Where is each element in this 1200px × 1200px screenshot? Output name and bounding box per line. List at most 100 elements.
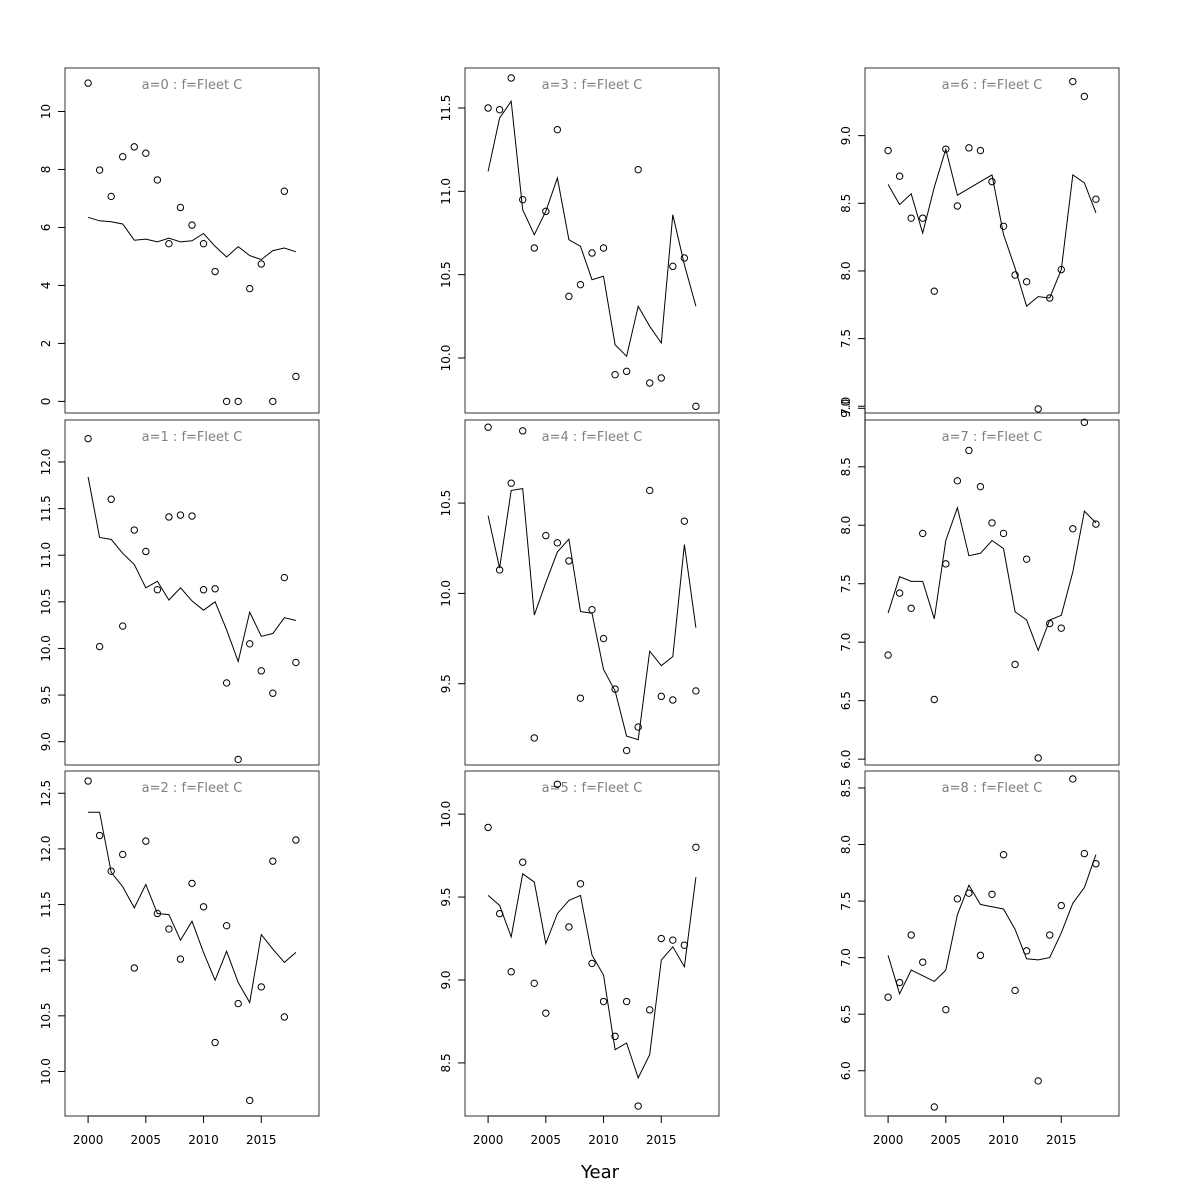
observed-point xyxy=(1046,619,1054,628)
y-axis: 9.5 10.0 10.5 xyxy=(439,490,466,693)
observed-point xyxy=(165,925,173,933)
observed-point xyxy=(165,513,173,521)
panel-2: a=2 : f=Fleet C 10.0 10.5 11.0 11.5 12.0 12.5 2… xyxy=(39,770,320,1147)
y-tick-label: 7.5 xyxy=(839,329,853,348)
y-tick-label: 6.5 xyxy=(839,1005,853,1024)
observed-point xyxy=(976,951,985,960)
y-tick-label: 2 xyxy=(39,340,53,348)
observed-point xyxy=(907,931,915,939)
x-tick-label: 2010 xyxy=(588,1133,619,1147)
observed-point xyxy=(234,397,242,406)
y-tick-label: 7.0 xyxy=(839,633,853,652)
y-tick-label: 10.5 xyxy=(439,490,453,517)
y-tick-label: 10 xyxy=(39,104,53,119)
observed-point xyxy=(95,831,104,840)
observed-point xyxy=(965,144,973,152)
observed-point xyxy=(1057,624,1065,632)
observed-point xyxy=(153,176,162,184)
observed-point xyxy=(246,640,254,648)
panel-1: a=1 : f=Fleet C 9.0 9.5 10.0 10.5 11.0 11.5 12.… xyxy=(39,419,320,766)
panel-title: a=1 : f=Fleet C xyxy=(142,430,243,445)
observed-point xyxy=(292,658,300,667)
y-tick-label: 4 xyxy=(39,282,53,290)
y-tick-label: 9.0 xyxy=(839,399,853,418)
observed-point xyxy=(565,292,573,301)
observed-point xyxy=(919,958,927,966)
y-tick-label: 11.0 xyxy=(39,542,53,569)
y-tick-label: 10.0 xyxy=(439,801,453,828)
observed-point xyxy=(153,909,162,918)
y-tick-label: 12.0 xyxy=(39,449,53,476)
observed-point xyxy=(1011,986,1019,995)
observed-point xyxy=(1092,195,1100,203)
observed-point xyxy=(965,889,973,897)
x-tick-label: 2015 xyxy=(646,1133,677,1147)
y-tick-label: 0 xyxy=(39,398,53,406)
observed-point xyxy=(1080,418,1089,427)
fitted-series-line xyxy=(487,99,697,358)
x-tick-label: 2015 xyxy=(1046,1133,1077,1147)
observed-point xyxy=(907,214,915,222)
observed-point xyxy=(611,1032,619,1041)
observed-point xyxy=(895,978,904,987)
observed-point xyxy=(657,374,665,382)
observed-point xyxy=(495,566,504,574)
x-axis: 2000 2005 2010 2015 xyxy=(873,1115,1077,1147)
observed-point xyxy=(519,427,527,435)
x-tick-label: 2000 xyxy=(873,1133,904,1147)
observed-point xyxy=(965,446,973,455)
observed-point xyxy=(142,149,150,157)
observed-point xyxy=(553,125,562,134)
observed-point xyxy=(188,221,196,229)
panel-title: a=2 : f=Fleet C xyxy=(142,781,243,796)
observed-point xyxy=(542,1009,550,1017)
observed-point xyxy=(507,967,515,976)
x-tick-label: 2005 xyxy=(931,1133,962,1147)
observed-point xyxy=(669,696,677,704)
observed-points xyxy=(84,79,300,406)
observed-point xyxy=(669,262,677,271)
y-tick-label: 10.5 xyxy=(439,261,453,288)
y-tick-label: 7.0 xyxy=(839,948,853,967)
observed-point xyxy=(519,195,527,204)
x-axis: 2000 2005 2010 2015 xyxy=(73,1115,277,1147)
observed-point xyxy=(884,993,892,1001)
fitted-series-line xyxy=(887,505,1097,652)
observed-point xyxy=(953,895,962,903)
observed-point xyxy=(669,936,677,944)
observed-point xyxy=(646,1006,654,1014)
observed-point xyxy=(530,979,538,988)
fitted-series-line xyxy=(487,488,697,741)
observed-point xyxy=(507,74,515,82)
observed-point xyxy=(588,605,596,614)
panel-frame xyxy=(464,419,720,766)
observed-point xyxy=(1057,901,1065,910)
observed-point xyxy=(622,746,631,755)
y-axis: 6.0 6.5 7.0 7.5 8.0 8.5 9.0 xyxy=(839,399,866,769)
panel-3: a=3 : f=Fleet C 10.0 10.5 11.0 11.5 xyxy=(439,67,720,414)
observed-point xyxy=(565,557,573,565)
y-tick-label: 8.0 xyxy=(839,835,853,854)
observed-point xyxy=(1011,660,1019,669)
observed-point xyxy=(884,651,892,659)
y-tick-label: 10.5 xyxy=(39,588,53,615)
fitted-series-line xyxy=(887,147,1097,307)
observed-point xyxy=(130,964,138,972)
panel-4: a=4 : f=Fleet C 9.5 10.0 10.5 xyxy=(439,419,720,766)
y-tick-label: 10.5 xyxy=(39,1002,53,1029)
observed-point xyxy=(576,280,585,289)
observed-point xyxy=(280,187,289,195)
y-axis: 10.0 10.5 11.0 11.5 12.0 12.5 xyxy=(39,780,66,1085)
observed-point xyxy=(199,239,208,248)
y-tick-label: 12.0 xyxy=(39,836,53,863)
observed-point xyxy=(565,923,573,931)
observed-point xyxy=(542,207,550,216)
panel-frame xyxy=(864,770,1120,1117)
y-tick-label: 8.5 xyxy=(839,194,853,213)
y-tick-label: 11.5 xyxy=(39,891,53,918)
y-tick-label: 12.5 xyxy=(39,780,53,807)
y-tick-label: 8.5 xyxy=(839,457,853,476)
observed-point xyxy=(895,172,904,180)
y-tick-label: 10.0 xyxy=(439,580,453,607)
panel-frame xyxy=(864,67,1120,414)
